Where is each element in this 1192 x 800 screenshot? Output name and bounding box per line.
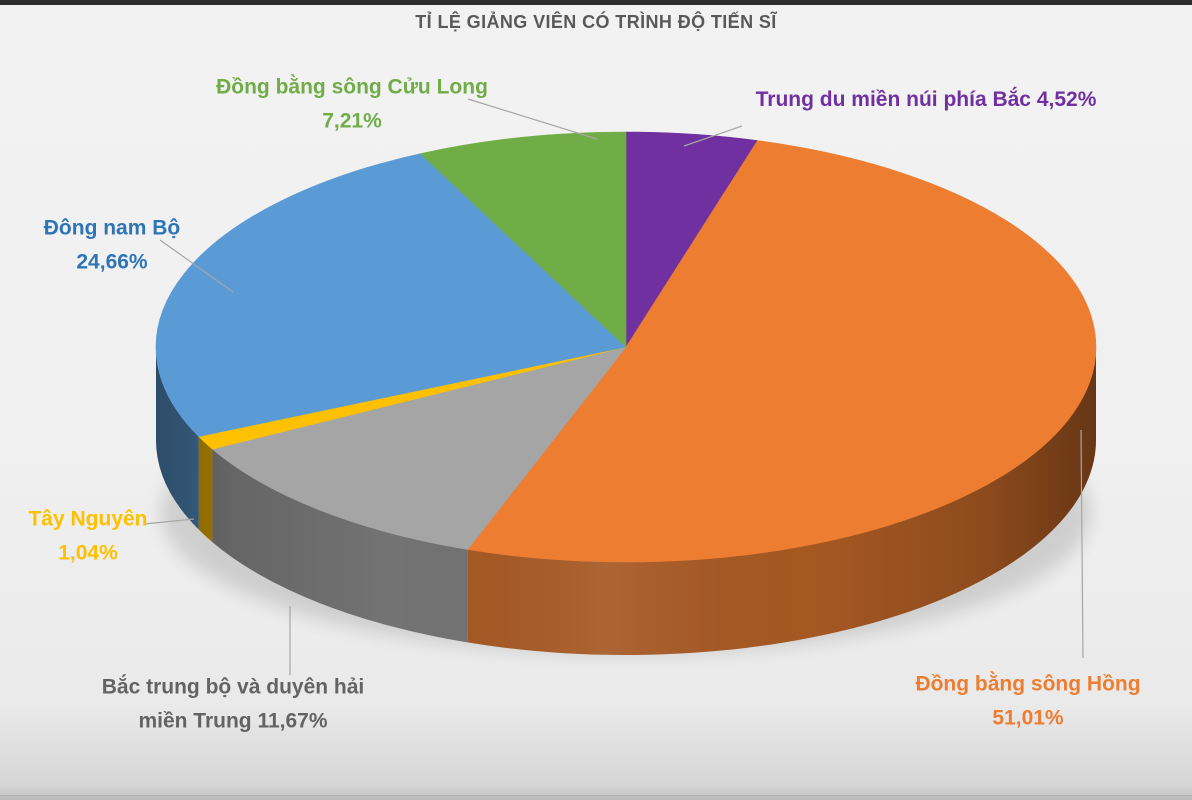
label-line: Đông nam Bộ [43, 216, 181, 240]
frame-top-bar [0, 0, 1192, 5]
label-line: 24,66% [76, 250, 148, 273]
leader-line-4 [159, 239, 234, 293]
pie-slice-2[interactable] [211, 346, 627, 550]
leader-line-0 [683, 125, 743, 147]
leader-line-1 [1080, 429, 1084, 659]
pie-callout-label-5: Đồng bằng sông Cửu Long 7,21% [216, 70, 488, 137]
chart-title: TỈ LỆ GIẢNG VIÊN CÓ TRÌNH ĐỘ TIẾN SĨ [415, 12, 777, 32]
label-line: Đồng bằng sông Hồng [915, 672, 1141, 696]
label-line: Trung du miền núi phía Bắc 4,52% [755, 88, 1097, 112]
pie-slice-5[interactable] [419, 131, 627, 348]
pie-callout-label-0: Trung du miền núi phía Bắc 4,52% [756, 83, 1097, 117]
leader-line-3 [143, 518, 195, 525]
pie-callout-label-3: Tây Nguyên 1,04% [28, 502, 147, 569]
pie-callout-label-4: Đông nam Bộ 24,66% [44, 211, 181, 278]
frame-bottom-bar [0, 795, 1192, 800]
label-line: miền Trung 11,67% [138, 709, 328, 732]
pie-slice-4[interactable] [155, 153, 627, 437]
pie-callout-label-1: Đồng bằng sông Hồng 51,01% [915, 667, 1140, 734]
pie-callout-label-2: Bắc trung bộ và duyên hải miền Trung 11,6… [102, 670, 365, 737]
pie-slice-1[interactable] [467, 140, 1097, 563]
rim-shading [156, 347, 1096, 655]
label-line: 1,04% [58, 541, 118, 564]
label-line: Đồng bằng sông Cửu Long [216, 75, 488, 99]
label-line: 51,01% [992, 706, 1064, 729]
label-line: Tây Nguyên [28, 507, 148, 531]
leader-line-5 [467, 98, 598, 140]
label-line: 7,21% [322, 109, 382, 132]
label-line: Bắc trung bộ và duyên hải [101, 675, 365, 699]
